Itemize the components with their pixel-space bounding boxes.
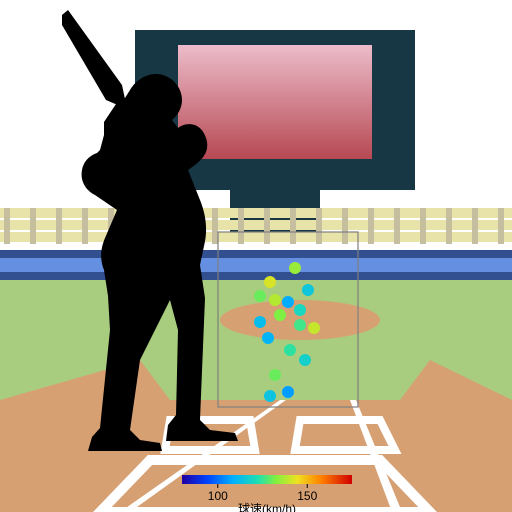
pitch-point xyxy=(262,332,274,344)
pitch-point xyxy=(294,304,306,316)
pitch-point xyxy=(294,319,306,331)
pitch-point xyxy=(269,369,281,381)
pitch-point xyxy=(269,294,281,306)
colorbar-tick-label: 150 xyxy=(297,489,317,503)
colorbar xyxy=(182,475,352,484)
pitch-point xyxy=(289,262,301,274)
pitch-point xyxy=(274,309,286,321)
colorbar-label: 球速(km/h) xyxy=(238,502,296,512)
pitch-point xyxy=(284,344,296,356)
pitch-point xyxy=(254,290,266,302)
pitch-point xyxy=(264,390,276,402)
pitch-point xyxy=(302,284,314,296)
outfield-wall-bottom xyxy=(0,272,512,280)
pitch-point xyxy=(282,386,294,398)
pitch-point xyxy=(254,316,266,328)
pitch-point xyxy=(264,276,276,288)
outfield-wall-strip xyxy=(0,258,512,272)
pitch-point xyxy=(308,322,320,334)
stadium-stands xyxy=(0,208,512,244)
colorbar-tick-label: 100 xyxy=(208,489,228,503)
pitch-point xyxy=(299,354,311,366)
pitch-point xyxy=(282,296,294,308)
pitch-chart: 100 150球速(km/h) xyxy=(0,0,512,512)
